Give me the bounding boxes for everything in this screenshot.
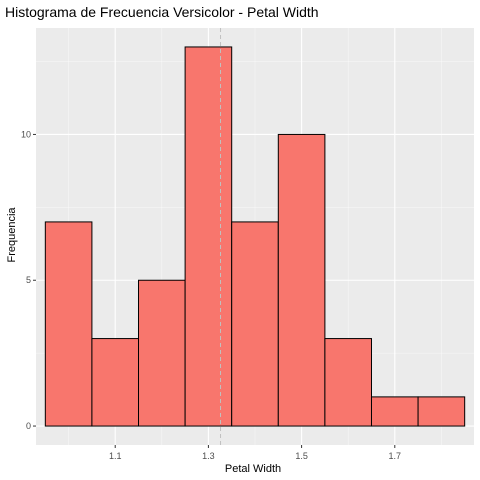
x-tick-label: 1.1 xyxy=(109,451,122,461)
histogram-bar xyxy=(44,221,93,427)
y-axis-title: Frequencia xyxy=(6,207,18,263)
y-tick-label: 0 xyxy=(26,421,31,431)
y-tick-label: 10 xyxy=(21,129,31,139)
histogram-bar xyxy=(324,338,372,427)
y-tick-label: 5 xyxy=(26,275,31,285)
histogram-bar xyxy=(370,396,419,427)
x-tick-label: 1.5 xyxy=(295,451,308,461)
histogram-bar xyxy=(184,46,233,427)
x-tick-label: 1.3 xyxy=(202,451,215,461)
histogram-bars xyxy=(44,46,466,427)
x-axis-title: Petal Width xyxy=(225,463,281,475)
histogram-bar xyxy=(231,221,279,427)
x-tick-label: 1.7 xyxy=(389,451,402,461)
y-axis-ticks: 0 5 10 xyxy=(21,129,36,431)
histogram-bar xyxy=(138,279,186,427)
histogram-bar xyxy=(417,396,466,427)
histogram-bar xyxy=(277,133,326,427)
x-axis-ticks: 1.1 1.3 1.5 1.7 xyxy=(109,445,401,461)
histogram-bar xyxy=(91,338,140,427)
chart-title: Histograma de Frecuencia Versicolor - Pe… xyxy=(5,4,319,20)
